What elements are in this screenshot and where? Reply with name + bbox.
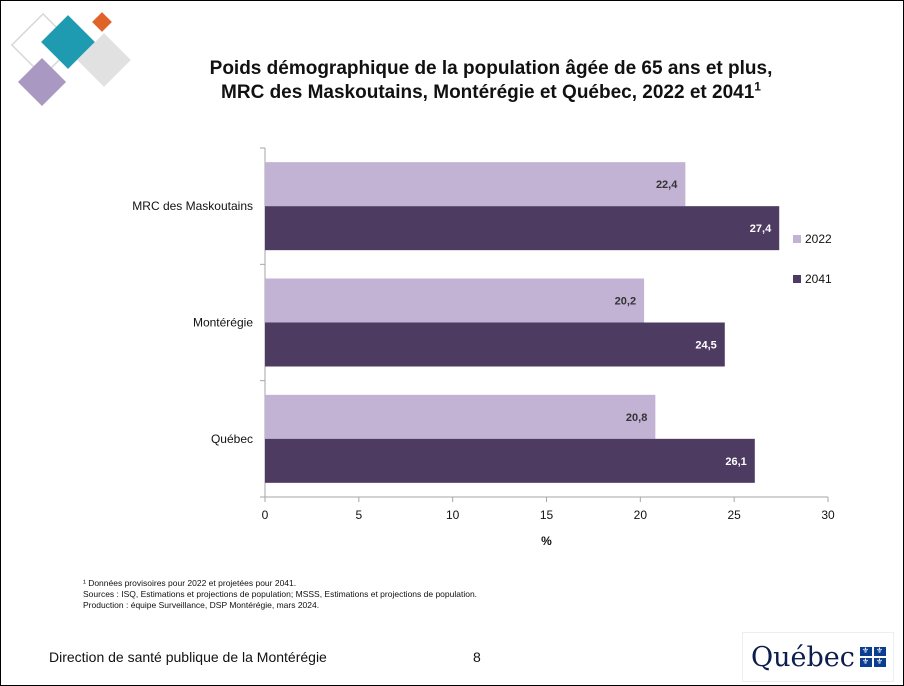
bar-2041: [265, 206, 780, 251]
quebec-logo-text: Québec: [751, 641, 855, 673]
legend-label-2022: 2022: [805, 232, 832, 246]
legend-swatch-2022: [793, 235, 801, 243]
x-axis-title: %: [541, 534, 552, 548]
data-label: 26,1: [725, 456, 746, 468]
footer-organization: Direction de santé publique de la Montér…: [49, 649, 327, 665]
x-tick-label: 10: [446, 508, 460, 522]
category-label: Montérégie: [193, 316, 253, 330]
bar-2022: [265, 278, 645, 323]
diamond-orange: [92, 12, 112, 32]
data-label: 24,5: [695, 340, 716, 352]
bar-chart: 0 5 10 15 20 25 30% MRC des Maskoutains 22,4 27,4…: [132, 147, 835, 548]
data-label: 20,2: [615, 296, 636, 308]
x-tick-label: 0: [262, 508, 269, 522]
bar-2041: [265, 438, 755, 483]
diamond-grey: [77, 33, 131, 87]
footnote-sources: Sources : ISQ, Estimations et projection…: [83, 589, 478, 599]
x-tick-label: 25: [727, 508, 741, 522]
diamond-purple: [17, 57, 67, 107]
x-tick-label: 30: [821, 508, 835, 522]
title-line-2-text: MRC des Maskoutains, Montérégie et Québe…: [221, 82, 755, 103]
footnotes: ¹ Données provisoires pour 2022 et proje…: [83, 578, 477, 611]
category-label: MRC des Maskoutains: [132, 199, 253, 213]
chart-title: Poids démographique de la population âgé…: [151, 57, 831, 105]
x-tick-label: 5: [355, 508, 362, 522]
title-line-1: Poids démographique de la population âgé…: [209, 58, 773, 79]
bar-2022: [265, 162, 686, 207]
quebec-logo: Québec: [743, 633, 893, 681]
quebec-flag-icon: [859, 646, 886, 667]
title-footnote-marker: 1: [754, 79, 761, 94]
category-label: Québec: [211, 432, 253, 446]
diamond-teal: [41, 15, 95, 69]
bar-2041: [265, 322, 725, 367]
data-label: 20,8: [626, 412, 647, 424]
footnote-1: ¹ Données provisoires pour 2022 et proje…: [83, 578, 297, 588]
bar-2022: [265, 394, 656, 439]
page-number: 8: [473, 649, 481, 665]
title-line-2: MRC des Maskoutains, Montérégie et Québe…: [151, 81, 831, 105]
footnote-production: Production : équipe Surveillance, DSP Mo…: [83, 600, 320, 610]
data-label: 22,4: [656, 179, 678, 191]
decorative-diamonds-icon: [10, 12, 131, 107]
legend-swatch-2041: [793, 275, 801, 283]
x-tick-label: 15: [540, 508, 554, 522]
x-tick-label: 20: [634, 508, 648, 522]
legend-label-2041: 2041: [805, 272, 832, 286]
data-label: 27,4: [750, 223, 772, 235]
